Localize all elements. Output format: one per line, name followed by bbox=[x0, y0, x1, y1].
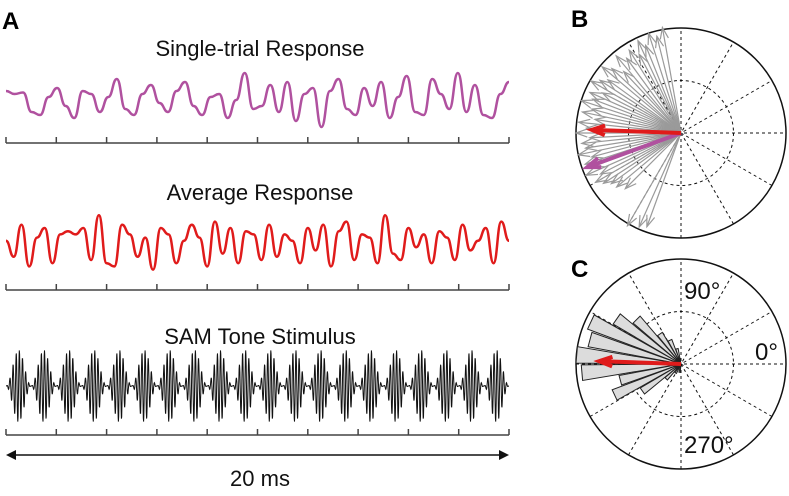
trial-vector-head bbox=[626, 213, 638, 228]
trial-vector bbox=[611, 68, 682, 134]
single-trial-mean-vector-head bbox=[581, 156, 602, 170]
trial-vector-head bbox=[622, 70, 635, 83]
trial-vector-head bbox=[610, 67, 624, 80]
trial-vector bbox=[580, 99, 682, 134]
trial-vector-head bbox=[625, 56, 637, 70]
trial-vector-head bbox=[609, 173, 624, 185]
trial-vector bbox=[602, 92, 682, 134]
trial-vector-head bbox=[637, 39, 647, 53]
trial-vector-head bbox=[624, 177, 637, 190]
trial-vector bbox=[645, 45, 682, 134]
average-trace bbox=[5, 213, 510, 271]
panel-label-c: C bbox=[571, 256, 589, 283]
histogram-bin bbox=[612, 313, 682, 365]
trial-vector bbox=[637, 40, 682, 134]
trial-vector-head bbox=[580, 109, 595, 119]
trial-vector bbox=[607, 79, 682, 134]
trial-vector bbox=[590, 80, 682, 134]
trial-vector-head bbox=[593, 116, 607, 126]
panel-label-b: B bbox=[571, 6, 589, 33]
trial-vector-head bbox=[638, 52, 649, 67]
trial-vector bbox=[646, 132, 682, 227]
trial-vector bbox=[581, 132, 682, 145]
trial-vector bbox=[610, 132, 682, 185]
trial-vector-head bbox=[591, 98, 605, 108]
trial-vector bbox=[616, 132, 682, 188]
trial-vector-head bbox=[598, 79, 612, 91]
trial-vector-head bbox=[576, 147, 591, 158]
scale-bar-label: 20 ms bbox=[230, 466, 290, 491]
trial-vector-head bbox=[588, 91, 602, 102]
trial-vector-head bbox=[579, 99, 594, 109]
trial-vector-head bbox=[590, 149, 604, 159]
mean-vector bbox=[599, 359, 682, 366]
trial-vector-head bbox=[576, 118, 591, 129]
trial-vector-head bbox=[602, 173, 616, 185]
angle-label-270: 270° bbox=[684, 432, 734, 459]
angle-label-90: 90° bbox=[684, 278, 721, 305]
trial-vector-head bbox=[644, 43, 655, 58]
histogram-bin bbox=[586, 314, 682, 365]
histogram-bin bbox=[674, 363, 682, 375]
trial-vector bbox=[661, 27, 682, 134]
trial-vector bbox=[582, 111, 682, 134]
trial-vector-head bbox=[594, 172, 608, 184]
trial-vector bbox=[589, 91, 682, 134]
histogram-bin bbox=[611, 363, 682, 401]
stimulus-trace bbox=[6, 350, 509, 422]
trial-vector bbox=[592, 98, 682, 134]
trial-vector bbox=[638, 132, 682, 228]
trial-vector-head bbox=[583, 141, 598, 152]
trial-vector bbox=[585, 132, 682, 149]
trial-vector-head bbox=[588, 132, 602, 142]
mean-vector bbox=[591, 127, 682, 135]
trial-vector-head bbox=[606, 78, 620, 91]
trial-vector-head bbox=[655, 34, 665, 49]
histogram-bin bbox=[632, 315, 682, 365]
histogram-bin bbox=[639, 363, 682, 395]
trial-vector bbox=[628, 49, 682, 134]
panel-label-a: A bbox=[2, 8, 20, 35]
trial-vector-head bbox=[615, 54, 627, 68]
trial-vector-head bbox=[590, 107, 604, 117]
trial-vector bbox=[624, 132, 682, 190]
trial-vector bbox=[591, 108, 682, 134]
trial-vector bbox=[647, 32, 682, 134]
trial-vector-head bbox=[615, 176, 629, 189]
trial-vector-head bbox=[647, 31, 657, 46]
single-trial-trace bbox=[5, 71, 510, 129]
trial-vector bbox=[638, 53, 682, 134]
trial-vector-head bbox=[584, 166, 599, 176]
single-trial-mean-vector bbox=[586, 131, 682, 169]
trial-vector-head bbox=[659, 25, 669, 40]
trial-vector bbox=[623, 71, 682, 134]
histogram-bin bbox=[678, 363, 682, 373]
mean-vector-head bbox=[593, 354, 614, 369]
title-single-trial: Single-trial Response bbox=[155, 36, 365, 61]
trial-vector-head bbox=[600, 92, 615, 103]
trial-vector bbox=[656, 36, 682, 134]
trial-vector-head bbox=[598, 164, 613, 175]
angle-label-0: 0° bbox=[755, 339, 778, 366]
histogram-bin bbox=[664, 363, 682, 381]
trial-vector bbox=[626, 132, 682, 227]
trial-vector bbox=[599, 79, 682, 134]
title-average: Average Response bbox=[166, 180, 354, 205]
trial-vector bbox=[615, 55, 682, 134]
trial-vector bbox=[601, 66, 682, 134]
trial-vector bbox=[626, 57, 682, 134]
trial-vector-head bbox=[628, 48, 640, 63]
trial-vector-head bbox=[600, 65, 614, 78]
histogram-bin bbox=[587, 331, 682, 365]
trial-vector-head bbox=[638, 214, 648, 229]
trial-vector-head bbox=[589, 80, 603, 91]
trial-vector bbox=[578, 132, 682, 156]
mean-vector-head bbox=[585, 123, 606, 137]
title-stimulus: SAM Tone Stimulus bbox=[164, 324, 356, 349]
trial-vector-head bbox=[574, 128, 588, 138]
trial-vector bbox=[603, 132, 682, 184]
trial-vector-head bbox=[646, 214, 656, 229]
